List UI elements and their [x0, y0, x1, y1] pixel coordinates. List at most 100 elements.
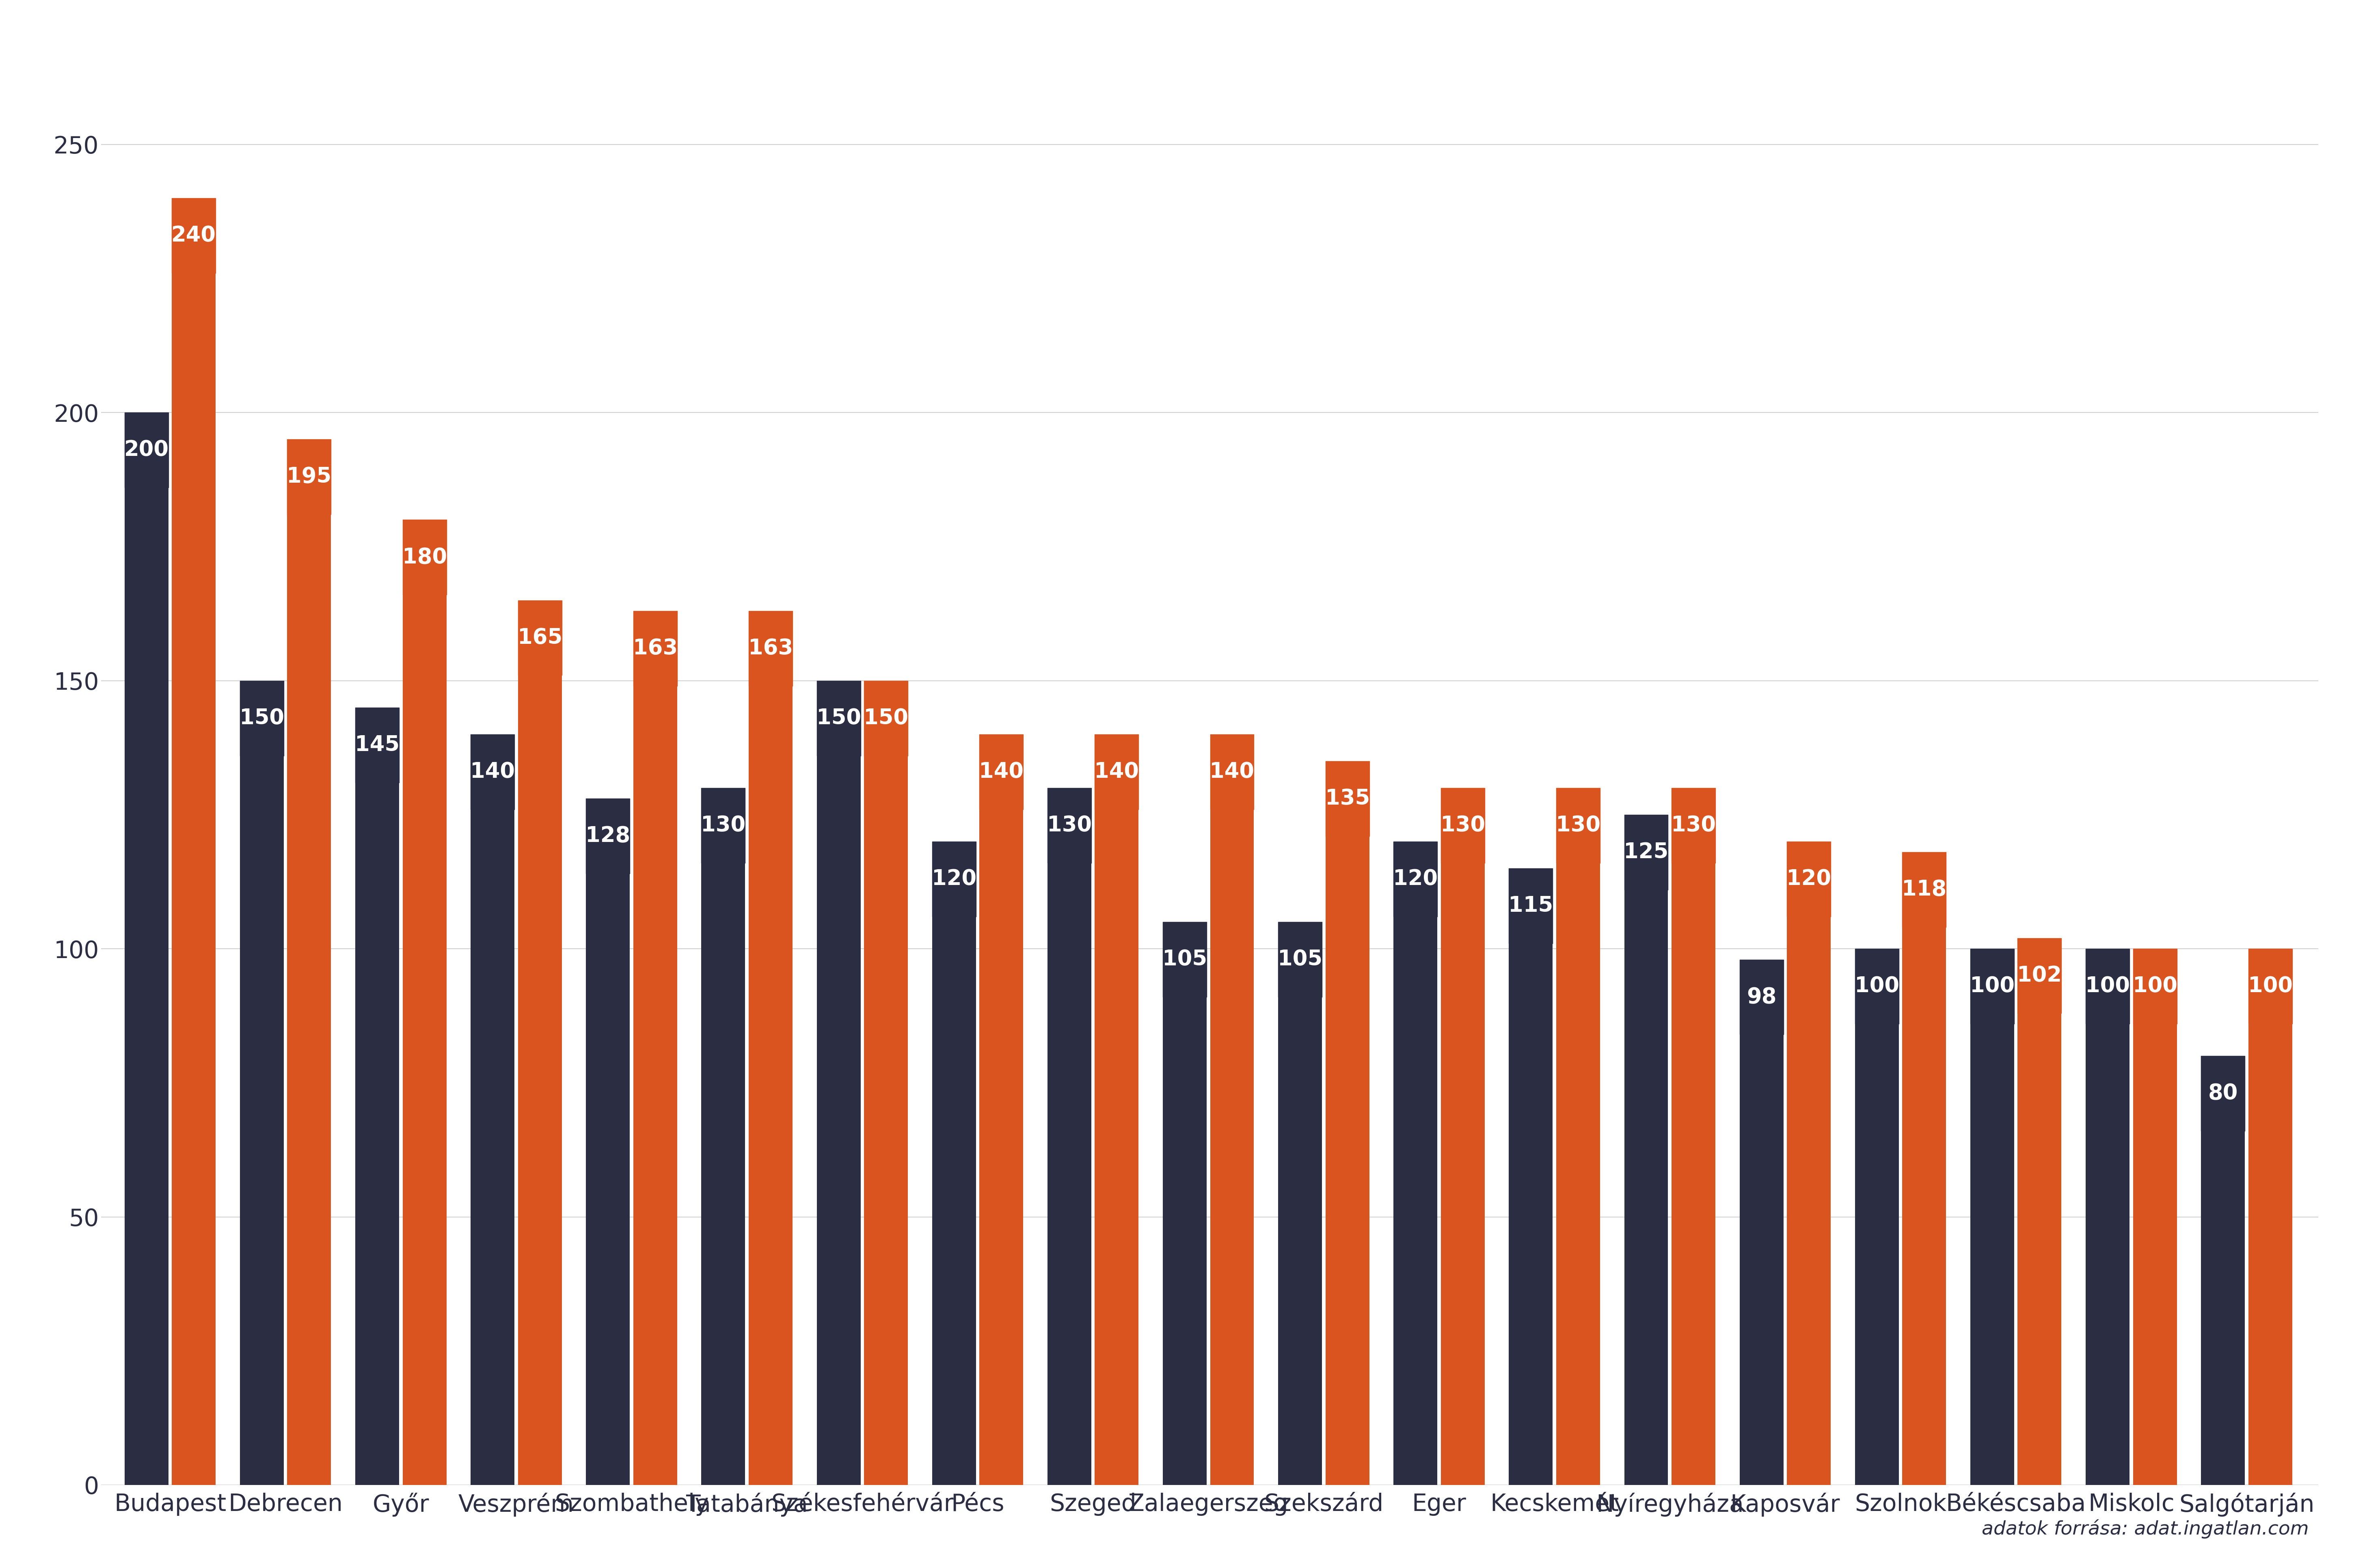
Bar	[1971, 949, 2013, 1024]
Text: 180: 180	[402, 547, 447, 567]
Bar	[1095, 735, 1138, 1486]
Bar	[402, 519, 447, 1486]
Bar	[288, 440, 331, 1486]
Bar	[1557, 788, 1599, 862]
Text: 140: 140	[471, 761, 514, 782]
Bar	[1395, 842, 1438, 1486]
Bar	[1509, 869, 1552, 1486]
Bar	[750, 611, 793, 685]
Bar	[1787, 842, 1830, 1486]
Text: 102: 102	[2018, 965, 2061, 987]
Bar	[1671, 788, 1716, 1486]
Bar	[240, 681, 283, 755]
Text: 100: 100	[2132, 976, 2178, 996]
Bar	[1623, 814, 1668, 890]
Bar	[2018, 939, 2061, 1486]
Bar	[471, 735, 514, 810]
Bar	[1164, 922, 1207, 998]
Text: 150: 150	[864, 707, 909, 729]
Text: 125: 125	[1623, 842, 1668, 862]
Bar	[1209, 735, 1254, 1486]
Text: 120: 120	[1787, 869, 1830, 889]
Bar	[864, 681, 907, 1486]
Bar	[1740, 959, 1783, 1486]
Bar	[1164, 922, 1207, 1486]
Bar	[1854, 949, 1899, 1486]
Bar	[2249, 949, 2292, 1024]
Bar	[1557, 788, 1599, 1486]
Text: 100: 100	[1971, 976, 2013, 996]
Text: 240: 240	[171, 225, 217, 246]
Bar	[171, 197, 217, 274]
Bar	[1095, 735, 1138, 810]
Text: 98: 98	[1747, 987, 1775, 1007]
Text: 130: 130	[1557, 814, 1599, 836]
Bar	[355, 707, 400, 1486]
Bar	[1854, 949, 1899, 1024]
Text: 118: 118	[1902, 880, 1947, 900]
Text: 100: 100	[2247, 976, 2292, 996]
Bar	[1440, 788, 1485, 1486]
Text: 163: 163	[633, 637, 678, 659]
Bar	[2249, 949, 2292, 1486]
Bar	[288, 440, 331, 514]
Bar	[981, 735, 1023, 810]
Bar	[1971, 949, 2013, 1486]
Bar	[519, 600, 562, 676]
Text: 195: 195	[288, 466, 331, 488]
Bar	[702, 788, 745, 1486]
Bar	[2132, 949, 2178, 1024]
Bar	[2085, 949, 2130, 1486]
Text: 120: 120	[931, 869, 976, 889]
Bar	[2202, 1057, 2244, 1131]
Text: 128: 128	[585, 825, 631, 847]
Text: 130: 130	[1047, 814, 1092, 836]
Bar	[1326, 761, 1368, 1486]
Bar	[402, 519, 447, 595]
Text: 130: 130	[1671, 814, 1716, 836]
Text: 150: 150	[240, 707, 283, 729]
Bar	[240, 681, 283, 1486]
Bar	[471, 735, 514, 1486]
Text: 100: 100	[1854, 976, 1899, 996]
Bar	[1395, 842, 1438, 917]
Text: 120: 120	[1392, 869, 1438, 889]
Bar	[1047, 788, 1092, 1486]
Bar	[2018, 939, 2061, 1013]
Bar	[1787, 842, 1830, 917]
Text: 140: 140	[1095, 761, 1140, 782]
Text: 150: 150	[816, 707, 862, 729]
Bar	[2202, 1057, 2244, 1486]
Text: 140: 140	[978, 761, 1023, 782]
Text: adatok forrása: adat.ingatlan.com: adatok forrása: adat.ingatlan.com	[1983, 1520, 2309, 1538]
Bar	[171, 197, 217, 1486]
Bar	[702, 788, 745, 862]
Bar	[1278, 922, 1321, 998]
Bar	[1902, 852, 1947, 1486]
Bar	[1623, 814, 1668, 1486]
Bar	[124, 412, 169, 1486]
Bar	[1671, 788, 1716, 862]
Text: 115: 115	[1509, 895, 1554, 917]
Text: 200: 200	[124, 440, 169, 460]
Text: 105: 105	[1161, 949, 1207, 970]
Text: 80: 80	[2209, 1083, 2237, 1103]
Bar	[1047, 788, 1092, 862]
Bar	[1902, 852, 1947, 928]
Bar	[2085, 949, 2130, 1024]
Bar	[933, 842, 976, 1486]
Bar	[633, 611, 678, 1486]
Bar	[816, 681, 862, 1486]
Bar	[1209, 735, 1254, 810]
Text: 105: 105	[1278, 949, 1323, 970]
Bar	[585, 799, 631, 873]
Text: 130: 130	[1440, 814, 1485, 836]
Bar	[933, 842, 976, 917]
Bar	[981, 735, 1023, 1486]
Bar	[1440, 788, 1485, 862]
Text: 130: 130	[702, 814, 745, 836]
Bar	[1278, 922, 1321, 1486]
Bar	[2132, 949, 2178, 1486]
Bar	[750, 611, 793, 1486]
Bar	[519, 600, 562, 1486]
